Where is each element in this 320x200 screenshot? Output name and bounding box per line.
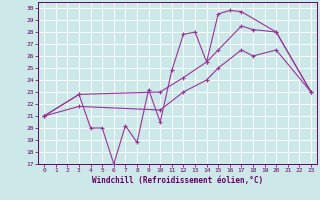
X-axis label: Windchill (Refroidissement éolien,°C): Windchill (Refroidissement éolien,°C) xyxy=(92,176,263,185)
